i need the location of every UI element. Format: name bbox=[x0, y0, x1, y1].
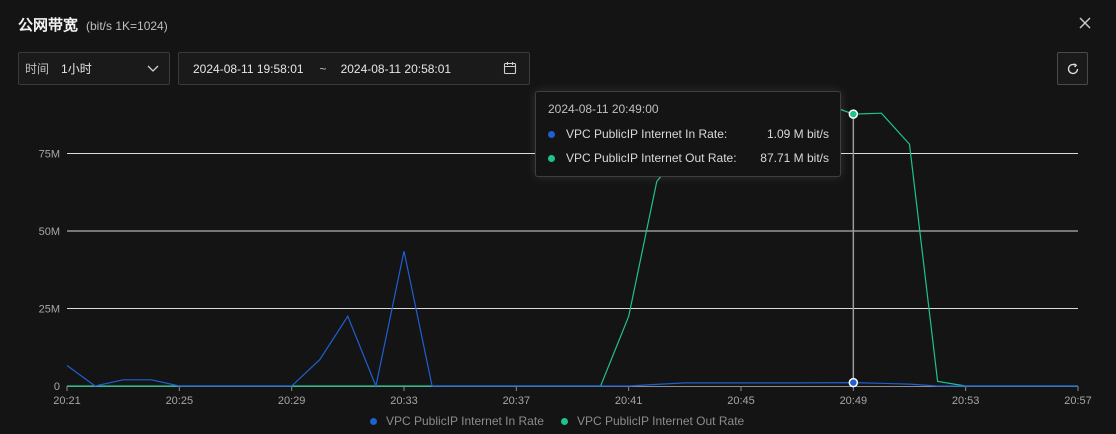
dialog-header: 公网带宽 (bit/s 1K=1024) bbox=[18, 14, 168, 36]
x-tick-label: 20:33 bbox=[390, 395, 418, 407]
dialog-subtitle: (bit/s 1K=1024) bbox=[86, 19, 168, 33]
tooltip-row-out: VPC PublicIP Internet Out Rate: 87.71 M … bbox=[548, 150, 829, 166]
hover-point-out-rate bbox=[848, 109, 859, 119]
refresh-icon bbox=[1067, 62, 1078, 74]
y-tick-label: 0 bbox=[54, 381, 60, 393]
tooltip-row-in: VPC PublicIP Internet In Rate: 1.09 M bi… bbox=[548, 126, 829, 142]
tooltip-time: 2024-08-11 20:49:00 bbox=[548, 102, 659, 116]
tooltip-series-name: VPC PublicIP Internet In Rate: bbox=[566, 127, 728, 141]
x-tick-label: 20:49 bbox=[840, 395, 868, 407]
legend-item-in-rate[interactable]: VPC PublicIP Internet In Rate bbox=[370, 414, 544, 428]
dialog-title: 公网带宽 bbox=[18, 17, 79, 34]
x-tick-label: 20:25 bbox=[166, 395, 194, 407]
legend-label: VPC PublicIP Internet Out Rate bbox=[577, 414, 745, 428]
x-tick-label: 20:29 bbox=[278, 395, 306, 407]
date-end[interactable]: 2024-08-11 20:58:01 bbox=[340, 61, 452, 76]
chevron-down-icon bbox=[147, 65, 159, 72]
y-tick-label: 50M bbox=[39, 226, 60, 238]
y-tick-label: 75M bbox=[39, 149, 60, 161]
chart-tooltip: 2024-08-11 20:49:00 VPC PublicIP Interne… bbox=[535, 91, 841, 177]
chart-legend: VPC PublicIP Internet In Rate VPC Public… bbox=[0, 414, 1116, 430]
date-range-picker[interactable]: 2024-08-11 19:58:01 ~ 2024-08-11 20:58:0… bbox=[178, 52, 530, 85]
time-select-value: 1小时 bbox=[61, 62, 92, 76]
date-start[interactable]: 2024-08-11 19:58:01 bbox=[193, 61, 304, 76]
x-tick-label: 20:37 bbox=[503, 395, 531, 407]
legend-dot-in bbox=[370, 417, 377, 425]
tooltip-dot-in bbox=[548, 130, 555, 138]
x-tick-label: 20:53 bbox=[952, 395, 980, 407]
legend-label: VPC PublicIP Internet In Rate bbox=[386, 414, 544, 428]
x-tick-label: 20:41 bbox=[615, 395, 643, 407]
series-line-in-rate bbox=[66, 251, 1078, 389]
tooltip-series-name: VPC PublicIP Internet Out Rate: bbox=[566, 151, 737, 165]
refresh-button[interactable] bbox=[1057, 52, 1088, 85]
time-range-select[interactable]: 时间 1小时 bbox=[18, 52, 170, 85]
calendar-icon[interactable] bbox=[503, 61, 517, 75]
tooltip-dot-out bbox=[548, 154, 555, 162]
toolbar: 时间 1小时 2024-08-11 19:58:01 ~ 2024-08-11 … bbox=[18, 52, 1088, 85]
time-select-label: 时间 bbox=[25, 62, 50, 76]
x-tick-label: 20:45 bbox=[727, 395, 755, 407]
close-icon[interactable] bbox=[1076, 14, 1094, 32]
x-tick-label: 20:57 bbox=[1064, 395, 1092, 407]
tooltip-series-value: 87.71 M bit/s bbox=[760, 151, 829, 165]
date-separator: ~ bbox=[319, 61, 327, 76]
legend-dot-out bbox=[561, 417, 568, 425]
x-tick-label: 20:21 bbox=[53, 395, 81, 407]
tooltip-series-value: 1.09 M bit/s bbox=[766, 127, 829, 141]
y-tick-label: 25M bbox=[39, 304, 60, 316]
legend-item-out-rate[interactable]: VPC PublicIP Internet Out Rate bbox=[561, 414, 744, 428]
hover-point-in-rate bbox=[848, 377, 859, 388]
